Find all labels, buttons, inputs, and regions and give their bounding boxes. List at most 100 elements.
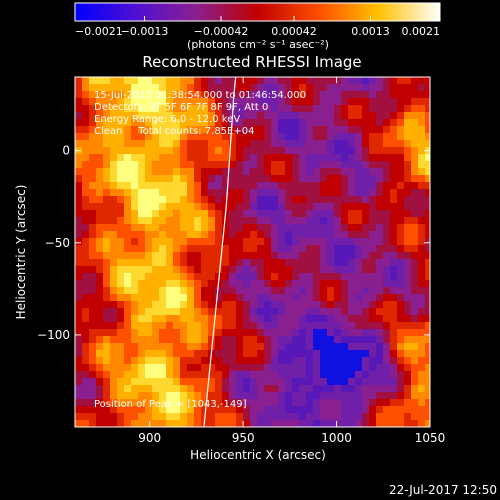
heatmap-cell [334,77,342,85]
heatmap-cell [173,336,181,344]
heatmap-cell [292,210,300,218]
heatmap-cell [117,161,125,169]
heatmap-cell [117,168,125,176]
heatmap-cell [131,231,139,239]
heatmap-cell [243,196,251,204]
heatmap-cell [299,98,307,106]
heatmap-cell [117,245,125,253]
heatmap-cell [397,133,405,141]
heatmap-cell [355,343,363,351]
heatmap-cell [124,280,132,288]
heatmap-cell [152,420,160,427]
heatmap-cell [397,77,405,85]
heatmap-cell [117,399,125,407]
heatmap-cell [390,259,398,267]
heatmap-cell [131,420,139,427]
heatmap-cell [215,315,223,323]
heatmap-cell [152,266,160,274]
heatmap-cell [194,252,202,260]
heatmap-cell [110,168,118,176]
heatmap-cell [89,266,97,274]
heatmap-cell [117,126,125,134]
heatmap-cell [376,231,384,239]
heatmap-cell [75,392,83,400]
heatmap-cell [355,84,363,92]
heatmap-cell [152,280,160,288]
heatmap-cell [278,238,286,246]
heatmap-cell [264,154,272,162]
heatmap-cell [362,315,370,323]
heatmap-cell [278,329,286,337]
heatmap-cell [145,322,153,330]
heatmap-cell [103,119,111,127]
heatmap-cell [187,350,195,358]
heatmap-cell [180,392,188,400]
heatmap-cell [327,385,335,393]
heatmap-cell [131,273,139,281]
heatmap-cell [306,112,314,120]
heatmap-cell [411,329,419,337]
heatmap-cell [166,238,174,246]
heatmap-cell [383,259,391,267]
heatmap-cell [348,238,356,246]
heatmap-cell [159,406,167,414]
heatmap-cell [159,154,167,162]
heatmap-cell [313,189,321,197]
heatmap-cell [103,224,111,232]
heatmap-cell [404,161,412,169]
heatmap-cell [117,329,125,337]
heatmap-cell [75,196,83,204]
heatmap-cell [75,420,83,427]
heatmap-cell [222,301,230,309]
heatmap-cell [397,238,405,246]
heatmap-cell [138,420,146,427]
heatmap-cell [306,343,314,351]
heatmap-cell [96,133,104,141]
heatmap-cell [194,350,202,358]
heatmap-cell [236,238,244,246]
heatmap-cell [236,266,244,274]
heatmap-cell [404,203,412,211]
heatmap-cell [257,413,265,421]
heatmap-cell [180,308,188,316]
heatmap-cell [271,322,279,330]
heatmap-cell [383,161,391,169]
heatmap-cell [110,182,118,190]
heatmap-cell [138,294,146,302]
heatmap-cell [313,182,321,190]
heatmap-cell [194,98,202,106]
y-axis-ticks: 0−50−100 [37,144,430,342]
heatmap-cell [418,287,426,295]
heatmap-cell [390,399,398,407]
heatmap-cell [96,245,104,253]
heatmap-cell [236,406,244,414]
heatmap-cell [327,322,335,330]
heatmap-cell [355,147,363,155]
heatmap-cell [131,266,139,274]
heatmap-cell [404,91,412,99]
heatmap-cell [327,364,335,372]
heatmap-cell [411,238,419,246]
heatmap-cell [257,259,265,267]
heatmap-cell [376,105,384,113]
heatmap-cell [278,98,286,106]
heatmap-cell [362,189,370,197]
y-tick-label: 0 [62,144,70,158]
heatmap-cell [194,84,202,92]
heatmap-cell [180,161,188,169]
heatmap-cell [96,294,104,302]
heatmap-cell [397,203,405,211]
heatmap-cell [236,280,244,288]
heatmap-cell [187,336,195,344]
heatmap-cell [341,371,349,379]
heatmap-cell [362,238,370,246]
heatmap-cell [215,105,223,113]
heatmap-cell [250,266,258,274]
heatmap-cell [383,336,391,344]
heatmap-cell [243,322,251,330]
heatmap-cell [278,203,286,211]
heatmap-cell [96,105,104,113]
heatmap-cell [418,315,426,323]
heatmap-cell [285,168,293,176]
heatmap-cell [411,245,419,253]
